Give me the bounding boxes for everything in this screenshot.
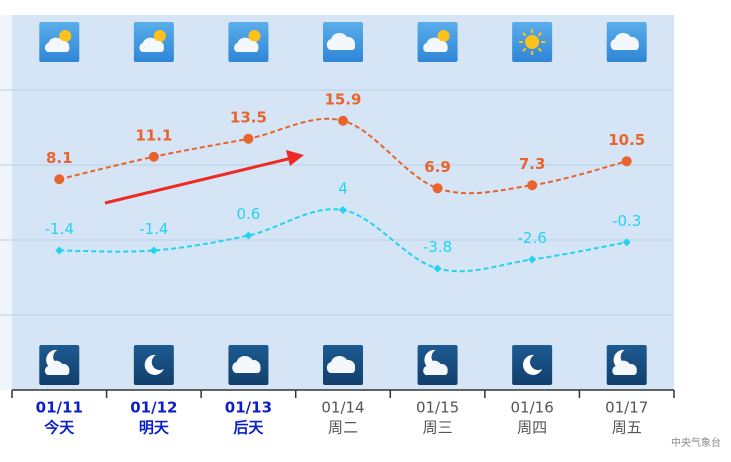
date-label: 01/13 (225, 399, 272, 417)
value-label: -0.3 (612, 212, 641, 230)
value-label: 7.3 (519, 155, 546, 173)
night-icon (133, 345, 174, 385)
sun (59, 30, 72, 42)
value-label: 6.9 (424, 158, 451, 176)
left-strip (0, 15, 12, 390)
date-label: 01/16 (511, 399, 554, 417)
sun-ray (537, 47, 543, 52)
point (244, 231, 253, 240)
day-icon (512, 22, 553, 62)
cloud (610, 32, 639, 50)
moon (144, 354, 164, 375)
night-icon (417, 345, 458, 385)
cloud (423, 360, 448, 375)
date-label: 01/14 (321, 399, 364, 417)
point (243, 133, 254, 144)
icon-bg (133, 345, 174, 385)
point (528, 255, 537, 264)
value-label: -3.8 (423, 238, 452, 256)
date-label: 01/12 (130, 399, 177, 417)
cloud (139, 37, 164, 52)
sun-ray (522, 32, 527, 37)
sun (248, 30, 261, 42)
day-label: 明天 (139, 419, 170, 437)
sun (525, 35, 540, 49)
sun-ray (522, 47, 527, 52)
sun (153, 30, 166, 42)
day-icon (417, 22, 458, 62)
day-label: 周四 (517, 419, 547, 437)
date-label: 01/15 (416, 399, 459, 417)
day-icon (228, 22, 269, 62)
point (54, 174, 65, 185)
cloud (612, 360, 637, 375)
day-icon (606, 22, 647, 62)
night-icon (323, 345, 363, 385)
value-label: 11.1 (135, 126, 172, 144)
value-label: 8.1 (46, 149, 73, 167)
point (339, 206, 347, 214)
icon-bg (512, 345, 553, 385)
date-label: 01/11 (36, 399, 83, 417)
source-label: 中央气象台 (671, 436, 721, 449)
day-label: 周二 (328, 419, 358, 437)
day-icon (133, 22, 174, 62)
annotation-arrow (104, 156, 293, 205)
day-label: 后天 (233, 419, 264, 437)
point (527, 180, 538, 191)
cloud (326, 355, 356, 373)
sun-ray (537, 32, 543, 37)
point (622, 238, 631, 247)
value-label: 0.6 (236, 205, 260, 223)
point (621, 156, 632, 167)
cloud (44, 37, 70, 52)
cloud (232, 355, 261, 373)
cloud (326, 32, 356, 50)
day-label: 今天 (43, 419, 75, 437)
value-label: -1.4 (139, 220, 168, 238)
value-label: 4 (338, 180, 348, 198)
date-label: 01/17 (605, 399, 648, 417)
point (433, 264, 442, 273)
arrow-head (286, 150, 304, 166)
night-icon (39, 345, 80, 385)
day-icon (39, 22, 80, 62)
point (55, 246, 64, 255)
day-label: 周五 (612, 419, 642, 437)
moon (523, 354, 543, 375)
point (148, 151, 159, 162)
value-label: -2.6 (518, 229, 547, 247)
night-icon (228, 345, 269, 385)
day-icon (323, 22, 363, 62)
cloud (423, 37, 448, 52)
plot-area (12, 15, 674, 390)
night-icon (606, 345, 647, 385)
point (432, 183, 443, 194)
night-icon (512, 345, 553, 385)
value-label: 13.5 (230, 108, 267, 126)
point (338, 115, 348, 126)
day-label: 周三 (423, 419, 453, 437)
value-label: -1.4 (45, 220, 74, 238)
point (149, 246, 158, 255)
value-label: 15.9 (324, 90, 361, 108)
cloud (234, 37, 259, 52)
sun (437, 30, 450, 42)
value-label: 10.5 (608, 131, 645, 149)
cloud (44, 360, 70, 375)
